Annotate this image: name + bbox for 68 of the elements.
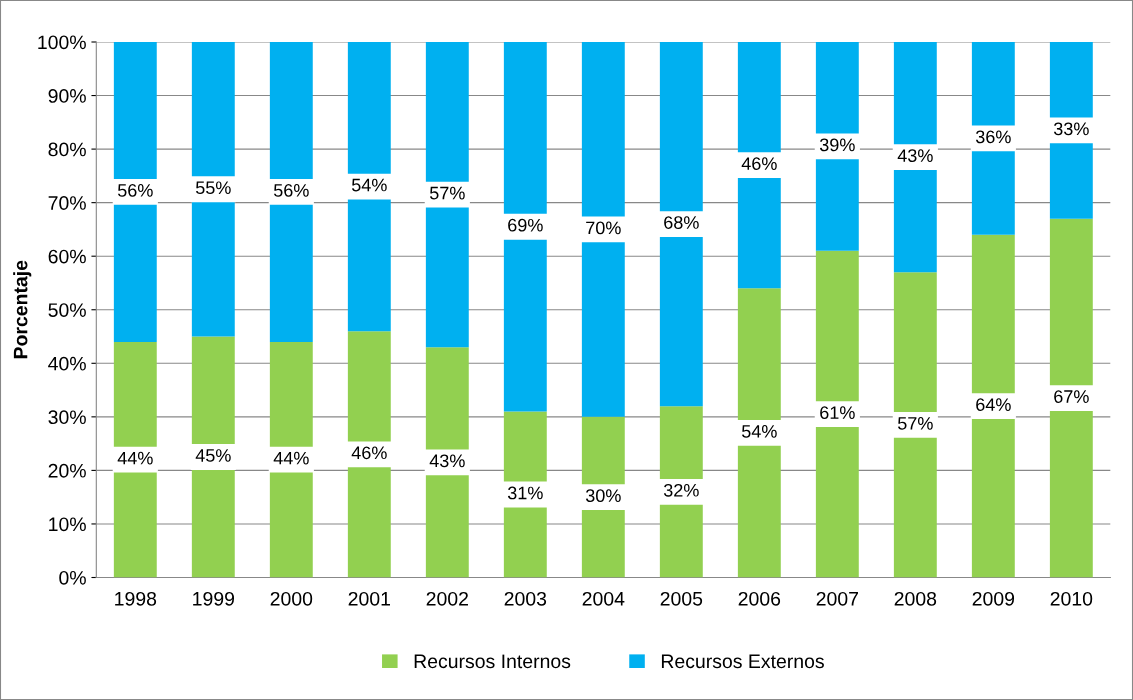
x-tick-label: 2007 bbox=[816, 591, 858, 606]
y-tick-label: 0% bbox=[59, 570, 86, 585]
data-label: 46% bbox=[351, 446, 387, 460]
bar bbox=[1049, 218, 1093, 578]
data-label: 61% bbox=[820, 406, 855, 420]
data-label: 44% bbox=[273, 451, 309, 465]
bar bbox=[659, 42, 703, 407]
data-label: 56% bbox=[273, 184, 309, 197]
data-label: 68% bbox=[664, 216, 699, 229]
legend-label: Recursos Externos bbox=[661, 654, 824, 669]
data-label: 54% bbox=[351, 178, 387, 192]
x-tick-label: 2009 bbox=[972, 591, 1015, 606]
data-label: 36% bbox=[975, 130, 1011, 144]
x-tick-label: 2001 bbox=[348, 591, 390, 606]
x-tick-label: 2004 bbox=[582, 591, 625, 606]
data-label: 55% bbox=[195, 181, 231, 195]
bar bbox=[971, 234, 1015, 578]
data-label: 30% bbox=[585, 489, 621, 503]
y-tick-label: 40% bbox=[48, 356, 86, 371]
y-tick-label: 10% bbox=[49, 517, 86, 532]
bar bbox=[737, 42, 781, 289]
data-label: 39% bbox=[819, 138, 855, 152]
data-label: 46% bbox=[741, 157, 777, 171]
y-tick-label: 100% bbox=[38, 35, 86, 50]
data-label: 43% bbox=[897, 149, 933, 162]
data-label: 32% bbox=[663, 483, 699, 497]
legend-label: Recursos Internos bbox=[414, 654, 571, 669]
x-tick-label: 2010 bbox=[1050, 591, 1093, 606]
bar bbox=[269, 42, 313, 342]
bar bbox=[347, 331, 391, 578]
x-tick-label: 2008 bbox=[894, 591, 937, 606]
bar bbox=[581, 42, 625, 417]
x-tick-label: 2003 bbox=[504, 591, 547, 606]
x-tick-label: 2005 bbox=[660, 591, 703, 606]
x-tick-label: 1998 bbox=[115, 591, 157, 606]
data-label: 56% bbox=[117, 184, 153, 197]
y-tick-label: 30% bbox=[48, 410, 86, 425]
x-tick-label: 2006 bbox=[738, 591, 781, 606]
data-label: 54% bbox=[741, 425, 777, 438]
x-tick-label: 1999 bbox=[193, 591, 235, 606]
data-label: 31% bbox=[507, 486, 543, 500]
bar bbox=[893, 272, 937, 578]
x-tick-label: 2000 bbox=[270, 591, 313, 606]
data-label: 70% bbox=[586, 221, 621, 235]
y-tick-label: 70% bbox=[48, 196, 86, 210]
y-tick-label: 80% bbox=[48, 142, 86, 157]
data-label: 57% bbox=[897, 417, 933, 430]
bar bbox=[425, 42, 469, 348]
data-label: 69% bbox=[508, 218, 543, 232]
bar bbox=[815, 250, 859, 578]
bar bbox=[737, 288, 781, 578]
bar bbox=[113, 42, 157, 342]
data-label: 33% bbox=[1053, 122, 1089, 136]
data-label: 57% bbox=[429, 186, 465, 200]
data-label: 45% bbox=[195, 449, 231, 462]
data-label: 64% bbox=[976, 398, 1011, 411]
x-tick-label: 2002 bbox=[426, 591, 468, 606]
y-tick-label: 90% bbox=[48, 89, 86, 103]
data-label: 43% bbox=[429, 454, 465, 468]
bar bbox=[347, 42, 391, 332]
y-tick-label: 20% bbox=[48, 463, 86, 478]
bar bbox=[191, 42, 235, 337]
data-label: 44% bbox=[117, 451, 153, 465]
y-tick-label: 50% bbox=[48, 303, 86, 317]
y-axis-title: Porcentaje bbox=[13, 260, 32, 359]
y-tick-label: 60% bbox=[48, 249, 86, 264]
bar bbox=[503, 42, 547, 412]
data-label: 67% bbox=[1054, 390, 1089, 403]
